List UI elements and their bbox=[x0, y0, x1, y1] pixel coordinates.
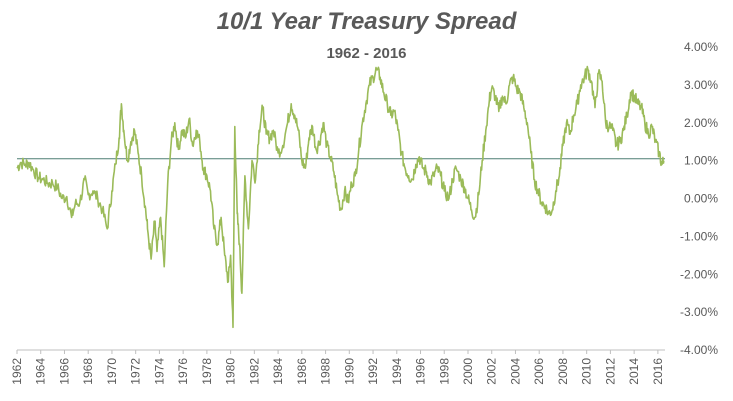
x-tick-label: 2002 bbox=[485, 358, 499, 385]
x-tick-label: 1984 bbox=[271, 358, 285, 385]
chart-subtitle: 1962 - 2016 bbox=[326, 45, 407, 62]
x-tick-label: 2000 bbox=[461, 358, 475, 385]
x-tick-label: 2014 bbox=[627, 358, 641, 385]
x-tick-label: 1962 bbox=[10, 358, 24, 385]
x-tick-label: 1988 bbox=[319, 358, 333, 385]
y-tick-label: 4.00% bbox=[684, 40, 718, 54]
x-tick-label: 1998 bbox=[437, 358, 451, 385]
x-tick-label: 1972 bbox=[129, 358, 143, 385]
y-tick-label: -2.00% bbox=[680, 267, 718, 281]
x-tick-label: 2012 bbox=[603, 358, 617, 385]
x-tick-label: 1966 bbox=[57, 358, 71, 385]
series-line bbox=[16, 65, 665, 329]
x-tick-label: 1996 bbox=[414, 358, 428, 385]
x-tick-label: 1970 bbox=[105, 358, 119, 385]
x-tick-label: 2008 bbox=[556, 358, 570, 385]
x-axis-ticks: 1962 1964 1966 1968 1970 1972 1974 1976 1978 1980… bbox=[10, 350, 665, 385]
x-tick-label: 1974 bbox=[152, 358, 166, 385]
y-tick-label: -1.00% bbox=[680, 229, 718, 243]
x-tick-label: 1992 bbox=[366, 358, 380, 385]
x-tick-label: 1982 bbox=[247, 358, 261, 385]
y-tick-label: 3.00% bbox=[684, 78, 718, 92]
x-tick-label: 1994 bbox=[390, 358, 404, 385]
y-axis-ticks: 4.00% 3.00% 2.00% 1.00% 0.00% -1.00% -2.00% -3.… bbox=[680, 40, 718, 357]
x-tick-label: 2006 bbox=[532, 358, 546, 385]
x-tick-label: 1964 bbox=[34, 358, 48, 385]
chart-title: 10/1 Year Treasury Spread bbox=[216, 8, 517, 35]
y-tick-label: -3.00% bbox=[680, 305, 718, 319]
x-tick-label: 1986 bbox=[295, 358, 309, 385]
y-tick-label: 0.00% bbox=[684, 192, 718, 206]
x-tick-label: 1980 bbox=[224, 358, 238, 385]
x-tick-label: 2004 bbox=[508, 358, 522, 385]
y-tick-label: -4.00% bbox=[680, 343, 718, 357]
x-tick-label: 1976 bbox=[176, 358, 190, 385]
y-tick-label: 2.00% bbox=[684, 116, 718, 130]
x-tick-label: 2010 bbox=[580, 358, 594, 385]
x-tick-label: 2016 bbox=[651, 358, 665, 385]
x-tick-label: 1978 bbox=[200, 358, 214, 385]
x-tick-label: 1990 bbox=[342, 358, 356, 385]
x-tick-label: 1968 bbox=[81, 358, 95, 385]
y-tick-label: 1.00% bbox=[684, 154, 718, 168]
